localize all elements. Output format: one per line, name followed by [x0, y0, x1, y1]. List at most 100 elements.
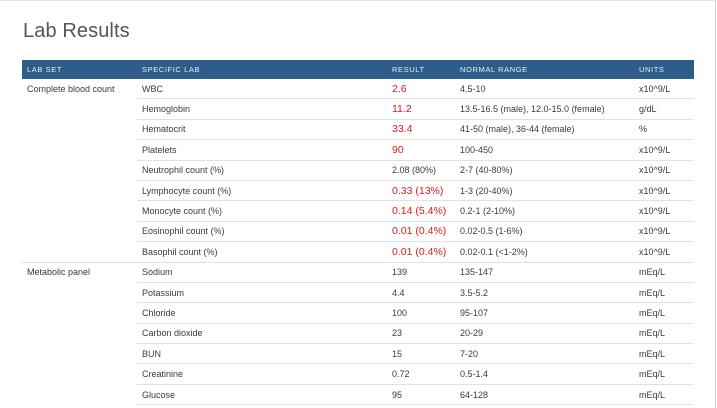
header-normal-range: NORMAL RANGE [455, 60, 634, 79]
normal-range-cell: 135-147 [455, 262, 634, 283]
specific-lab-cell: Glucose [137, 384, 387, 406]
lab-set-cell [22, 180, 137, 200]
specific-lab-cell: Neutrophil count (%) [137, 160, 387, 181]
units-cell: x10^9/L [634, 160, 694, 181]
units-cell: mEq/L [634, 343, 694, 365]
table-row: Metabolic panel Sodium 139 135-147 mEq/L [22, 262, 694, 283]
units-cell: x10^9/L [634, 139, 694, 161]
specific-lab-cell: WBC [137, 79, 387, 100]
specific-lab-cell: Carbon dioxide [137, 323, 387, 345]
lab-set-cell [22, 140, 137, 160]
specific-lab-cell: Hematocrit [137, 119, 387, 141]
table-row: Creatinine 0.72 0.5-1.4 mEq/L [22, 363, 694, 385]
result-cell: 100 [387, 302, 455, 324]
lab-set-cell: Metabolic panel [27, 267, 91, 278]
specific-lab-cell: Eosinophil count (%) [137, 221, 387, 243]
result-cell: 4.4 [387, 282, 455, 304]
result-cell: 0.01 (0.4%) [387, 221, 455, 243]
table-row: Hematocrit 33.4 41-50 (male), 36-44 (femal… [22, 119, 694, 141]
units-cell: mEq/L [634, 384, 694, 406]
normal-range-cell: 20-29 [455, 323, 634, 345]
normal-range-cell: 0.02-0.5 (1-6%) [455, 221, 634, 243]
units-cell: g/dL [634, 98, 694, 120]
header-lab-set: LAB SET [22, 60, 137, 79]
lab-set-cell [22, 160, 137, 180]
specific-lab-cell: Hemoglobin [137, 98, 387, 120]
result-cell: 11.2 [387, 98, 455, 120]
lab-set-cell [22, 119, 137, 139]
result-cell: 23 [387, 323, 455, 345]
table-row: Complete blood count WBC 2.6 4.5-10 x10^9/L [22, 79, 694, 100]
lab-set-cell [22, 241, 137, 263]
units-cell: mEq/L [634, 323, 694, 345]
units-cell: x10^9/L [634, 200, 694, 222]
lab-set-cell [22, 303, 137, 323]
specific-lab-cell: Platelets [137, 139, 387, 161]
specific-lab-cell: Basophil count (%) [137, 241, 387, 263]
table-row: Neutrophil count (%) 2.08 (80%) 2-7 (40-80… [22, 160, 694, 181]
normal-range-cell: 2-7 (40-80%) [455, 160, 634, 181]
table-row: Chloride 100 95-107 mEq/L [22, 302, 694, 324]
lab-set-cell [22, 364, 137, 384]
table-row: Platelets 90 100-450 x10^9/L [22, 139, 694, 161]
result-cell: 0.33 (13%) [387, 180, 455, 202]
result-cell: 139 [387, 262, 455, 283]
lab-set-cell [22, 282, 137, 302]
result-cell: 90 [387, 139, 455, 161]
units-cell: mEq/L [634, 262, 694, 283]
normal-range-cell: 13.5-16.5 (male), 12.0-15.0 (female) [455, 98, 634, 120]
lab-results-table: LAB SET SPECIFIC LAB RESULT NORMAL RANGE… [22, 60, 694, 406]
normal-range-cell: 0.5-1.4 [455, 363, 634, 385]
header-units: UNITS [634, 60, 694, 79]
result-cell: 0.14 (5.4%) [387, 200, 455, 222]
table-header: LAB SET SPECIFIC LAB RESULT NORMAL RANGE… [22, 60, 694, 79]
table-row: Glucose 95 64-128 mEq/L [22, 384, 694, 406]
units-cell: x10^9/L [634, 221, 694, 243]
lab-set-cell [22, 344, 137, 364]
table-row: Hemoglobin 11.2 13.5-16.5 (male), 12.0-15.… [22, 98, 694, 120]
lab-set-cell [22, 384, 137, 404]
table-row: Carbon dioxide 23 20-29 mEq/L [22, 323, 694, 345]
normal-range-cell: 95-107 [455, 302, 634, 324]
result-cell: 0.72 [387, 363, 455, 385]
page-title: Lab Results [23, 20, 130, 42]
result-cell: 2.08 (80%) [387, 160, 455, 181]
normal-range-cell: 4.5-10 [455, 79, 634, 100]
specific-lab-cell: Chloride [137, 302, 387, 324]
units-cell: % [634, 119, 694, 141]
normal-range-cell: 1-3 (20-40%) [455, 180, 634, 202]
lab-set-cell [22, 323, 137, 343]
units-cell: x10^9/L [634, 241, 694, 263]
specific-lab-cell: BUN [137, 343, 387, 365]
units-cell: mEq/L [634, 282, 694, 304]
normal-range-cell: 7-20 [455, 343, 634, 365]
table-row: Eosinophil count (%) 0.01 (0.4%) 0.02-0.5 … [22, 221, 694, 243]
units-cell: mEq/L [634, 363, 694, 385]
header-result: RESULT [387, 60, 455, 79]
normal-range-cell: 64-128 [455, 384, 634, 406]
result-cell: 33.4 [387, 119, 455, 141]
units-cell: x10^9/L [634, 180, 694, 202]
table-row: BUN 15 7-20 mEq/L [22, 343, 694, 365]
normal-range-cell: 0.2-1 (2-10%) [455, 200, 634, 222]
table-row: Lymphocyte count (%) 0.33 (13%) 1-3 (20-40… [22, 180, 694, 202]
header-row: LAB SET SPECIFIC LAB RESULT NORMAL RANGE… [22, 60, 694, 79]
table-row: Monocyte count (%) 0.14 (5.4%) 0.2-1 (2-10… [22, 200, 694, 222]
lab-set-cell [22, 201, 137, 221]
specific-lab-cell: Potassium [137, 282, 387, 304]
lab-set-cell [22, 221, 137, 241]
result-cell: 2.6 [387, 79, 455, 100]
normal-range-cell: 41-50 (male), 36-44 (female) [455, 119, 634, 141]
table-body: Complete blood count WBC 2.6 4.5-10 x10^9/L H… [22, 79, 694, 406]
result-cell: 0.01 (0.4%) [387, 241, 455, 263]
units-cell: mEq/L [634, 302, 694, 324]
result-cell: 95 [387, 384, 455, 406]
table-row: Potassium 4.4 3.5-5.2 mEq/L [22, 282, 694, 304]
table-row: Basophil count (%) 0.01 (0.4%) 0.02-0.1 (<… [22, 241, 694, 263]
header-specific-lab: SPECIFIC LAB [137, 60, 387, 79]
result-cell: 15 [387, 343, 455, 365]
normal-range-cell: 0.02-0.1 (<1-2%) [455, 241, 634, 263]
specific-lab-cell: Creatinine [137, 363, 387, 385]
normal-range-cell: 100-450 [455, 139, 634, 161]
lab-set-cell [22, 99, 137, 119]
